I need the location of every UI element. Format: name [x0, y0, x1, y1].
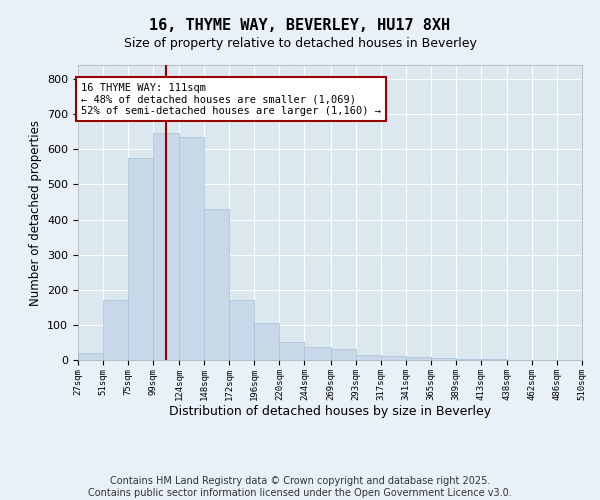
- Bar: [431, 358, 456, 360]
- X-axis label: Distribution of detached houses by size in Beverley: Distribution of detached houses by size …: [169, 406, 491, 418]
- Bar: [103, 300, 128, 360]
- Bar: [406, 357, 431, 360]
- Bar: [456, 359, 481, 360]
- Bar: [128, 158, 153, 360]
- Text: 16, THYME WAY, BEVERLEY, HU17 8XH: 16, THYME WAY, BEVERLEY, HU17 8XH: [149, 18, 451, 32]
- Bar: [78, 353, 103, 360]
- Text: 16 THYME WAY: 111sqm
← 48% of detached houses are smaller (1,069)
52% of semi-de: 16 THYME WAY: 111sqm ← 48% of detached h…: [81, 82, 381, 116]
- Bar: [254, 323, 280, 360]
- Y-axis label: Number of detached properties: Number of detached properties: [29, 120, 41, 306]
- Bar: [229, 300, 254, 360]
- Bar: [280, 342, 304, 360]
- Text: Contains HM Land Registry data © Crown copyright and database right 2025.
Contai: Contains HM Land Registry data © Crown c…: [88, 476, 512, 498]
- Bar: [331, 350, 356, 360]
- Bar: [380, 356, 406, 360]
- Bar: [304, 346, 331, 360]
- Bar: [204, 209, 229, 360]
- Text: Size of property relative to detached houses in Beverley: Size of property relative to detached ho…: [124, 38, 476, 51]
- Bar: [179, 137, 204, 360]
- Bar: [153, 134, 179, 360]
- Bar: [356, 354, 380, 360]
